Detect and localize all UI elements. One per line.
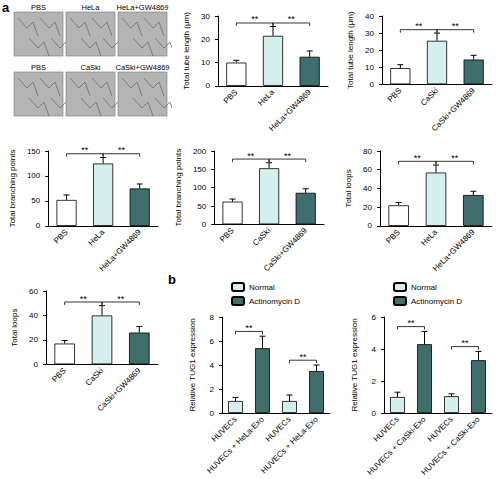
svg-text:150: 150 <box>193 165 207 174</box>
svg-text:**: ** <box>118 145 126 155</box>
svg-text:Total branching points: Total branching points <box>174 149 183 227</box>
svg-text:PBS: PBS <box>52 228 70 246</box>
svg-text:2: 2 <box>372 377 377 386</box>
svg-text:Total loops: Total loops <box>344 169 353 207</box>
svg-text:HeLa+GW4869: HeLa+GW4869 <box>117 3 169 12</box>
svg-text:**: ** <box>284 151 292 161</box>
svg-text:PBS: PBS <box>218 226 236 244</box>
svg-text:0: 0 <box>206 81 211 90</box>
svg-text:CaSki: CaSki <box>419 86 441 108</box>
svg-text:PBS: PBS <box>31 63 46 72</box>
svg-text:4: 4 <box>372 345 377 354</box>
svg-text:CaSki: CaSki <box>80 63 100 72</box>
svg-text:30: 30 <box>365 29 374 38</box>
svg-text:HeLa+GW4869: HeLa+GW4869 <box>97 227 143 273</box>
svg-text:**: ** <box>414 153 422 163</box>
svg-text:HeLa: HeLa <box>82 3 101 12</box>
svg-text:CaSki: CaSki <box>251 226 273 248</box>
svg-text:PBS: PBS <box>31 3 46 12</box>
svg-text:40: 40 <box>29 311 38 320</box>
svg-text:0: 0 <box>210 409 215 418</box>
html-text:a: a <box>2 0 10 15</box>
html-text:b: b <box>168 272 176 287</box>
svg-text:Normal: Normal <box>249 283 275 292</box>
svg-text:20: 20 <box>365 46 374 55</box>
svg-text:PBS: PBS <box>222 88 240 106</box>
svg-text:20: 20 <box>201 35 210 44</box>
svg-text:HUVECs + CaSki-Exo: HUVECs + CaSki-Exo <box>420 414 482 476</box>
svg-text:100: 100 <box>193 183 207 192</box>
svg-text:CaSki+GW4869: CaSki+GW4869 <box>116 63 170 72</box>
svg-text:HUVECs + HeLa-Exo: HUVECs + HeLa-Exo <box>205 414 266 475</box>
svg-text:CaSki+GW4869: CaSki+GW4869 <box>262 226 309 273</box>
svg-text:HeLa: HeLa <box>419 227 439 247</box>
svg-text:CaSki+GW4869: CaSki+GW4869 <box>430 86 477 133</box>
svg-text:2: 2 <box>210 385 215 394</box>
svg-text:0: 0 <box>370 80 375 89</box>
svg-text:**: ** <box>245 323 253 333</box>
svg-text:6: 6 <box>210 337 215 346</box>
svg-text:**: ** <box>452 21 460 31</box>
svg-text:Relative TUG1 expression: Relative TUG1 expression <box>188 318 197 411</box>
svg-text:10: 10 <box>365 63 374 72</box>
svg-text:Total tube length (μm): Total tube length (μm) <box>346 11 355 89</box>
svg-text:80: 80 <box>363 147 372 156</box>
svg-text:Total branching points: Total branching points <box>8 150 17 228</box>
svg-text:**: ** <box>407 318 415 328</box>
svg-text:HeLa: HeLa <box>86 227 106 247</box>
svg-text:CaSki: CaSki <box>84 366 106 388</box>
svg-text:Relative TUG1 expression: Relative TUG1 expression <box>350 318 359 411</box>
svg-text:40: 40 <box>365 12 374 21</box>
svg-text:Actinomycin D: Actinomycin D <box>249 297 300 306</box>
svg-text:**: ** <box>247 151 255 161</box>
svg-text:30: 30 <box>201 12 210 21</box>
svg-text:**: ** <box>288 14 296 24</box>
svg-text:0: 0 <box>368 221 373 230</box>
svg-text:**: ** <box>251 14 259 24</box>
svg-text:Actinomycin D: Actinomycin D <box>411 297 462 306</box>
svg-text:**: ** <box>117 294 125 304</box>
svg-text:0: 0 <box>372 409 377 418</box>
svg-text:0: 0 <box>34 360 39 369</box>
svg-text:**: ** <box>80 294 88 304</box>
svg-text:**: ** <box>415 21 423 31</box>
svg-text:6: 6 <box>372 313 377 322</box>
svg-text:60: 60 <box>29 287 38 296</box>
svg-text:CaSki+GW4869: CaSki+GW4869 <box>96 366 143 413</box>
svg-text:100: 100 <box>27 171 41 180</box>
svg-text:**: ** <box>81 145 89 155</box>
svg-text:0: 0 <box>36 221 41 230</box>
svg-text:PBS: PBS <box>386 86 404 104</box>
svg-text:HeLa+GW4869: HeLa+GW4869 <box>431 227 477 273</box>
svg-text:60: 60 <box>363 165 372 174</box>
svg-text:**: ** <box>451 153 459 163</box>
svg-text:8: 8 <box>210 313 215 322</box>
svg-text:20: 20 <box>363 203 372 212</box>
svg-text:0: 0 <box>202 220 207 229</box>
svg-text:200: 200 <box>193 147 207 156</box>
svg-text:4: 4 <box>210 361 215 370</box>
svg-text:**: ** <box>461 338 469 348</box>
svg-text:150: 150 <box>27 147 41 156</box>
svg-text:50: 50 <box>197 202 206 211</box>
svg-text:HUVECs + CaSki-Exo: HUVECs + CaSki-Exo <box>366 414 428 476</box>
svg-text:PBS: PBS <box>384 228 402 246</box>
svg-text:50: 50 <box>31 196 40 205</box>
svg-text:Total loops: Total loops <box>10 309 19 347</box>
svg-text:HUVECs + HeLa-Exo: HUVECs + HeLa-Exo <box>259 414 320 475</box>
svg-text:Normal: Normal <box>411 283 437 292</box>
svg-text:20: 20 <box>29 335 38 344</box>
svg-text:HeLa+GW4869: HeLa+GW4869 <box>267 87 313 133</box>
svg-text:10: 10 <box>201 58 210 67</box>
svg-text:**: ** <box>299 352 307 362</box>
svg-text:40: 40 <box>363 184 372 193</box>
svg-text:PBS: PBS <box>50 366 68 384</box>
svg-text:Total tube length (μm): Total tube length (μm) <box>182 12 191 90</box>
svg-text:HeLa: HeLa <box>256 87 276 107</box>
